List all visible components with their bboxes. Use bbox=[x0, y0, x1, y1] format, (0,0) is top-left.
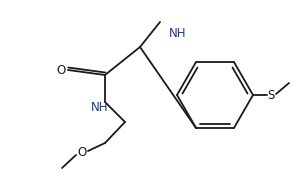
Text: O: O bbox=[56, 63, 65, 77]
Text: O: O bbox=[77, 147, 87, 159]
Text: NH: NH bbox=[169, 26, 187, 40]
Text: NH: NH bbox=[91, 100, 109, 114]
Text: S: S bbox=[267, 88, 275, 102]
